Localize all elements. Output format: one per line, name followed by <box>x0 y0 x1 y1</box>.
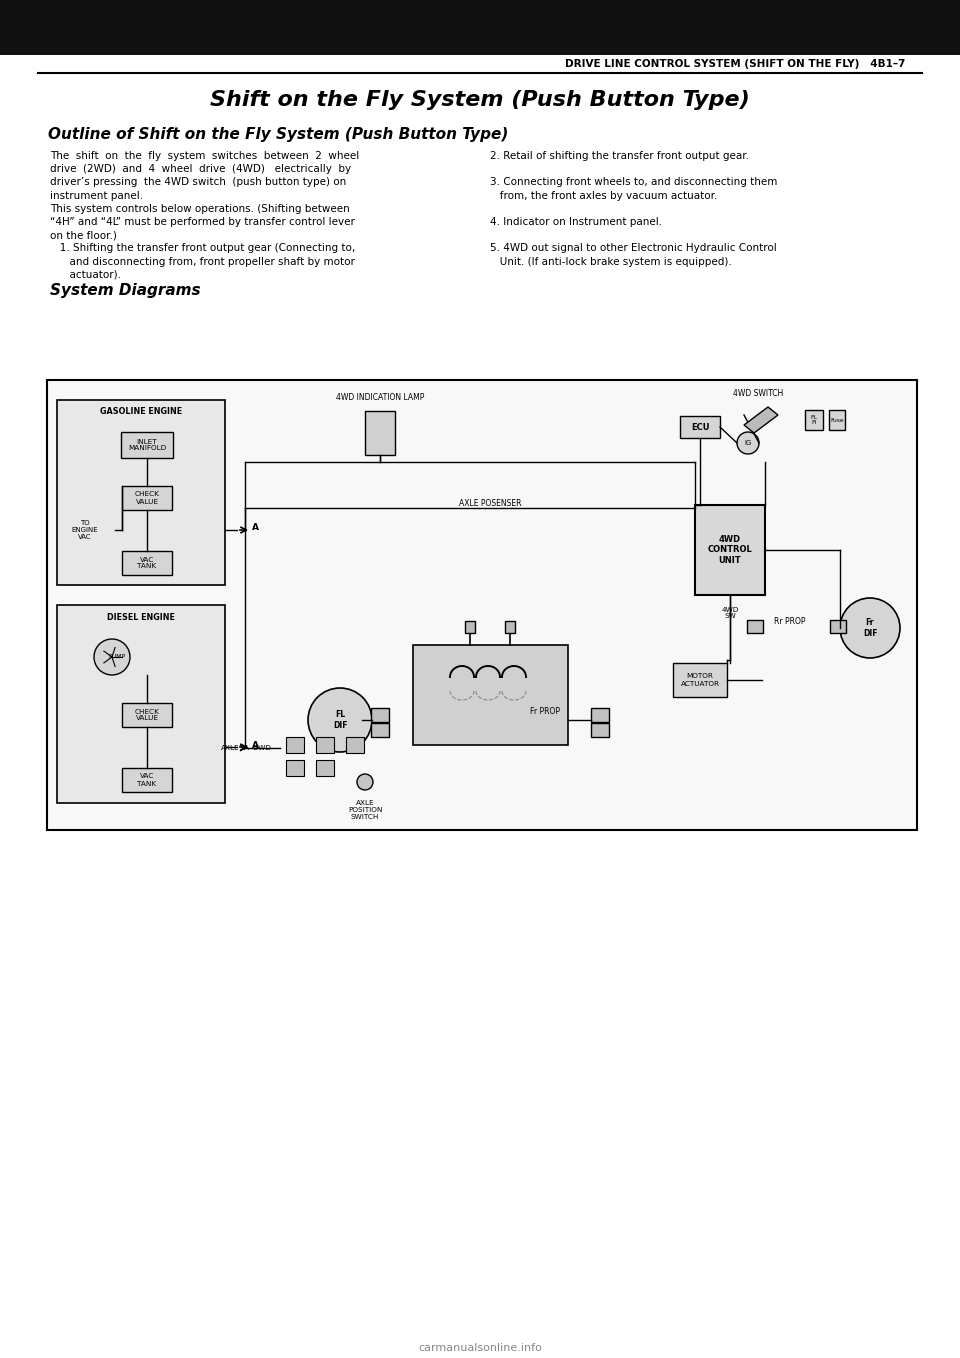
Text: A: A <box>252 740 258 750</box>
Text: CHECK
VALUE: CHECK VALUE <box>134 709 159 721</box>
Text: AXLE: AXLE <box>222 746 240 751</box>
Bar <box>371 708 389 722</box>
Text: instrument panel.: instrument panel. <box>50 190 143 201</box>
Text: INLET
MANIFOLD: INLET MANIFOLD <box>128 439 166 451</box>
Text: 3. Connecting front wheels to, and disconnecting them: 3. Connecting front wheels to, and disco… <box>490 178 778 187</box>
Text: on the floor.): on the floor.) <box>50 231 117 240</box>
Text: 5. 4WD out signal to other Electronic Hydraulic Control: 5. 4WD out signal to other Electronic Hy… <box>490 243 777 254</box>
Text: FL
FI: FL FI <box>810 414 818 425</box>
Text: CHECK
VALUE: CHECK VALUE <box>134 492 159 505</box>
Bar <box>829 410 845 430</box>
Text: 1. Shifting the transfer front output gear (Connecting to,: 1. Shifting the transfer front output ge… <box>50 243 355 254</box>
Bar <box>413 645 567 746</box>
Text: ECU: ECU <box>691 422 709 432</box>
Circle shape <box>94 640 130 675</box>
Text: from, the front axles by vacuum actuator.: from, the front axles by vacuum actuator… <box>490 190 717 201</box>
Bar <box>286 737 304 752</box>
Text: Fuse: Fuse <box>830 417 844 422</box>
Text: DRIVE LINE CONTROL SYSTEM (SHIFT ON THE FLY)   4B1–7: DRIVE LINE CONTROL SYSTEM (SHIFT ON THE … <box>564 58 905 69</box>
Text: 4WD SWITCH: 4WD SWITCH <box>732 388 783 398</box>
Text: System Diagrams: System Diagrams <box>50 282 201 297</box>
Bar <box>505 621 515 633</box>
Bar <box>365 411 395 455</box>
Text: TO
ENGINE
VAC: TO ENGINE VAC <box>72 520 98 540</box>
Bar <box>673 663 727 697</box>
Text: VAC
TANK: VAC TANK <box>137 774 156 786</box>
Text: 4WD
CONTROL
UNIT: 4WD CONTROL UNIT <box>708 535 753 565</box>
Text: AXLE
POSITION
SWITCH: AXLE POSITION SWITCH <box>348 800 382 820</box>
Bar <box>346 737 364 752</box>
Text: This system controls below operations. (Shifting between: This system controls below operations. (… <box>50 204 349 213</box>
Bar <box>57 606 225 803</box>
Text: VAC
TANK: VAC TANK <box>137 557 156 569</box>
Bar <box>316 760 334 775</box>
Text: Outline of Shift on the Fly System (Push Button Type): Outline of Shift on the Fly System (Push… <box>48 128 509 143</box>
Bar <box>747 619 763 633</box>
Text: “4H” and “4L” must be performed by transfer control lever: “4H” and “4L” must be performed by trans… <box>50 217 355 227</box>
Text: driver’s pressing  the 4WD switch  (push button type) on: driver’s pressing the 4WD switch (push b… <box>50 178 347 187</box>
Text: 4WD
SW: 4WD SW <box>721 607 738 619</box>
Text: GASOLINE ENGINE: GASOLINE ENGINE <box>100 407 182 417</box>
Text: 4WD INDICATION LAMP: 4WD INDICATION LAMP <box>336 392 424 402</box>
Text: 4. Indicator on Instrument panel.: 4. Indicator on Instrument panel. <box>490 217 662 227</box>
Bar <box>830 619 846 633</box>
Bar <box>371 722 389 737</box>
Circle shape <box>357 774 373 790</box>
Bar <box>805 410 823 430</box>
Bar <box>591 722 609 737</box>
Circle shape <box>737 432 759 454</box>
Bar <box>122 703 172 727</box>
Text: MOTOR
ACTUATOR: MOTOR ACTUATOR <box>681 674 719 687</box>
Text: actuator).: actuator). <box>50 270 121 280</box>
Text: PUMP: PUMP <box>108 655 126 660</box>
Text: Shift on the Fly System (Push Button Type): Shift on the Fly System (Push Button Typ… <box>210 90 750 110</box>
Text: Fr
DIF: Fr DIF <box>863 618 877 638</box>
Text: IG: IG <box>744 440 752 445</box>
Bar <box>122 769 172 792</box>
Text: Fr PROP: Fr PROP <box>530 708 560 717</box>
Bar <box>47 380 917 830</box>
Bar <box>465 621 475 633</box>
Bar <box>316 737 334 752</box>
Bar <box>122 551 172 574</box>
Text: and disconnecting from, front propeller shaft by motor: and disconnecting from, front propeller … <box>50 257 355 266</box>
Circle shape <box>308 689 372 752</box>
Bar <box>286 760 304 775</box>
Bar <box>121 432 173 458</box>
Bar <box>57 401 225 585</box>
Text: carmanualsonline.info: carmanualsonline.info <box>418 1343 542 1353</box>
Text: drive  (2WD)  and  4  wheel  drive  (4WD)   electrically  by: drive (2WD) and 4 wheel drive (4WD) elec… <box>50 164 351 174</box>
Polygon shape <box>744 407 778 433</box>
Text: A  2WD: A 2WD <box>244 746 271 751</box>
Text: Rr PROP: Rr PROP <box>775 618 805 626</box>
Bar <box>591 708 609 722</box>
Text: FL
DIF: FL DIF <box>333 710 348 729</box>
Text: AXLE POSENSER: AXLE POSENSER <box>459 498 521 508</box>
Text: A: A <box>252 523 258 532</box>
Bar <box>680 416 720 439</box>
Circle shape <box>840 598 900 659</box>
Bar <box>122 486 172 511</box>
Text: 2. Retail of shifting the transfer front output gear.: 2. Retail of shifting the transfer front… <box>490 151 749 162</box>
Text: The  shift  on  the  fly  system  switches  between  2  wheel: The shift on the fly system switches bet… <box>50 151 359 162</box>
Text: Unit. (If anti-lock brake system is equipped).: Unit. (If anti-lock brake system is equi… <box>490 257 732 266</box>
Bar <box>0 0 960 56</box>
Text: DIESEL ENGINE: DIESEL ENGINE <box>108 612 175 622</box>
Bar <box>695 505 765 595</box>
